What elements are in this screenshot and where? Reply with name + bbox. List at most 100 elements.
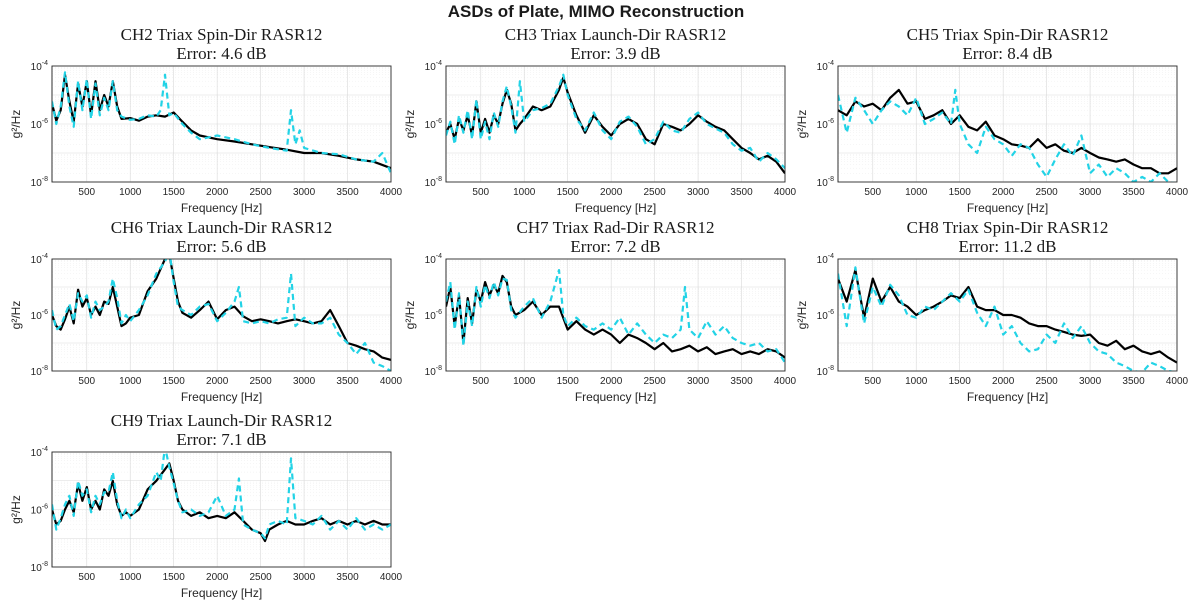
x-tick-label: 1000 [905,376,928,387]
plot-border [51,65,392,183]
x-tick-label: 1500 [163,376,186,387]
figure-title: ASDs of Plate, MIMO Reconstruction [448,2,745,21]
y-tick-label: 10-4 [817,253,834,266]
x-tick-label: 3500 [730,187,753,198]
x-axis-label: Frequency [Hz] [967,390,1048,404]
x-tick-label: 500 [472,376,489,387]
reconstructed-asd-line [838,88,1176,182]
x-axis-label: Frequency [Hz] [575,201,656,215]
measured-asd-line [838,88,1177,175]
y-tick-label: 10-8 [31,176,48,189]
plot-border [445,65,786,183]
x-axis-label: Frequency [Hz] [967,201,1048,215]
x-tick-label: 1500 [557,376,580,387]
x-tick-label: 500 [864,187,881,198]
reconstructed-asd-line [838,266,1176,371]
x-tick-label: 2500 [643,187,666,198]
x-tick-label: 500 [78,572,95,583]
subplot-title: CH5 Triax Spin-Dir RASR12 [907,25,1109,44]
plot-border [51,258,392,372]
subplot-title: CH9 Triax Launch-Dir RASR12 [111,411,332,430]
reconstructed-asd-line [52,452,391,540]
x-tick-label: 3000 [293,572,316,583]
measured-asd-line [838,269,1177,364]
y-tick-label: 10-8 [425,365,442,378]
subplot-error-label: Error: 11.2 dB [958,237,1056,256]
x-tick-label: 2500 [249,572,272,583]
y-axis-label: g²/Hz [403,301,417,330]
subplot-title: CH8 Triax Spin-Dir RASR12 [907,218,1109,237]
y-tick-label: 10-4 [31,253,48,266]
y-tick-label: 10-6 [31,118,48,131]
plot-border [445,258,786,372]
y-tick-label: 10-6 [817,309,834,322]
y-tick-label: 10-6 [31,309,48,322]
x-tick-label: 1500 [163,187,186,198]
x-tick-label: 4000 [774,376,797,387]
x-tick-label: 2000 [206,572,229,583]
subplot-error-label: Error: 3.9 dB [570,44,660,63]
y-tick-label: 10-6 [425,118,442,131]
x-tick-label: 500 [78,376,95,387]
x-axis-label: Frequency [Hz] [181,201,262,215]
x-tick-label: 3000 [293,376,316,387]
y-tick-label: 10-8 [425,176,442,189]
x-tick-label: 1500 [163,572,186,583]
y-tick-label: 10-8 [31,365,48,378]
x-tick-label: 1000 [513,187,536,198]
x-tick-label: 2000 [206,376,229,387]
x-tick-label: 4000 [380,572,403,583]
reconstructed-asd-line [52,259,391,371]
x-axis-label: Frequency [Hz] [575,390,656,404]
x-tick-label: 4000 [774,187,797,198]
y-tick-label: 10-6 [31,504,48,517]
x-tick-label: 3500 [336,572,359,583]
x-tick-label: 3000 [687,376,710,387]
x-tick-label: 2000 [206,187,229,198]
plot-border [51,451,392,568]
y-tick-label: 10-6 [817,118,834,131]
x-tick-label: 2000 [992,187,1015,198]
x-tick-label: 2000 [600,376,623,387]
subplot-error-label: Error: 5.6 dB [176,237,266,256]
subplot-error-label: Error: 7.1 dB [176,430,266,449]
x-tick-label: 2000 [600,187,623,198]
x-tick-label: 500 [472,187,489,198]
x-tick-label: 1500 [949,187,972,198]
x-tick-label: 4000 [1166,376,1189,387]
x-tick-label: 4000 [380,376,403,387]
x-tick-label: 3000 [1079,376,1102,387]
x-axis-label: Frequency [Hz] [181,390,262,404]
y-tick-label: 10-8 [31,561,48,574]
y-axis-label: g²/Hz [795,110,809,139]
reconstructed-asd-line [446,73,785,169]
x-tick-label: 2500 [249,376,272,387]
subplot-title: CH6 Triax Launch-Dir RASR12 [111,218,332,237]
subplot-error-label: Error: 7.2 dB [570,237,660,256]
y-axis-label: g²/Hz [9,495,23,524]
x-tick-label: 2000 [992,376,1015,387]
x-tick-label: 1000 [119,376,142,387]
x-tick-label: 2500 [1035,187,1058,198]
plot-border [837,65,1178,183]
x-tick-label: 2500 [249,187,272,198]
x-tick-label: 1000 [905,187,928,198]
y-tick-label: 10-4 [817,60,834,73]
x-tick-label: 1500 [949,376,972,387]
x-tick-label: 3500 [1122,376,1145,387]
y-tick-label: 10-8 [817,176,834,189]
subplot-title: CH3 Triax Launch-Dir RASR12 [505,25,726,44]
x-tick-label: 3500 [1122,187,1145,198]
x-tick-label: 3000 [293,187,316,198]
x-tick-label: 2500 [643,376,666,387]
y-axis-label: g²/Hz [795,301,809,330]
